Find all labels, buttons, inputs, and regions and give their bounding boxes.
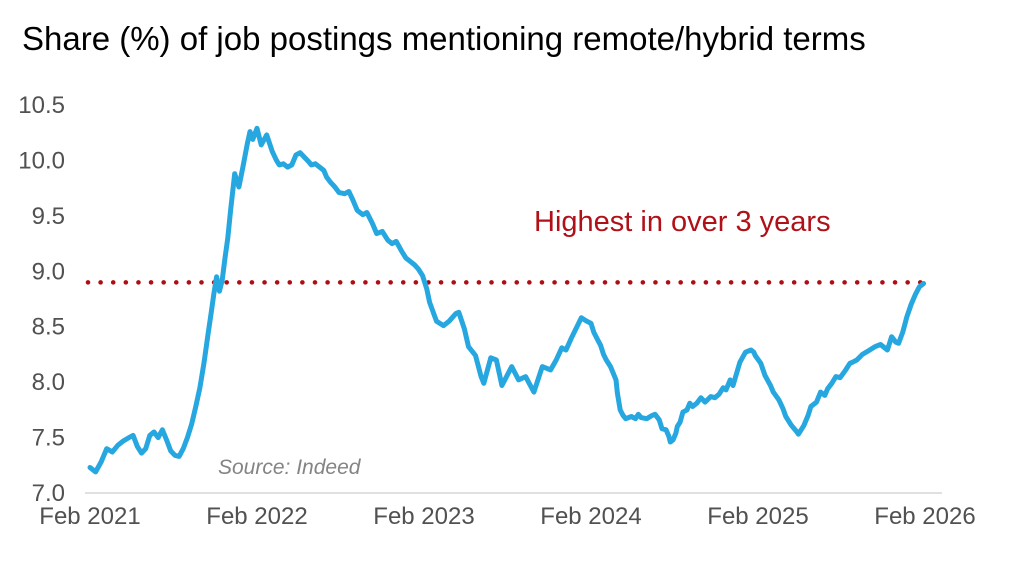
x-tick-label: Feb 2023: [373, 503, 474, 530]
x-tick-label: Feb 2022: [206, 503, 307, 530]
x-tick-label: Feb 2026: [874, 503, 975, 530]
chart-title: Share (%) of job postings mentioning rem…: [22, 20, 866, 57]
annotation-highest: Highest in over 3 years: [534, 206, 831, 238]
y-tick-label: 8.5: [32, 314, 65, 341]
y-tick-label: 7.5: [32, 425, 65, 452]
x-tick-label: Feb 2024: [540, 503, 641, 530]
y-tick-label: 10.0: [18, 147, 65, 174]
y-tick-label: 10.5: [18, 92, 65, 119]
series-line: [87, 125, 927, 475]
y-tick-label: 8.0: [32, 369, 65, 396]
source-note: Source: Indeed: [218, 456, 361, 479]
x-tick-label: Feb 2021: [39, 503, 140, 530]
y-tick-label: 9.5: [32, 203, 65, 230]
x-tick-label: Feb 2025: [707, 503, 808, 530]
y-tick-label: 7.0: [32, 480, 65, 507]
y-tick-label: 9.0: [32, 258, 65, 285]
